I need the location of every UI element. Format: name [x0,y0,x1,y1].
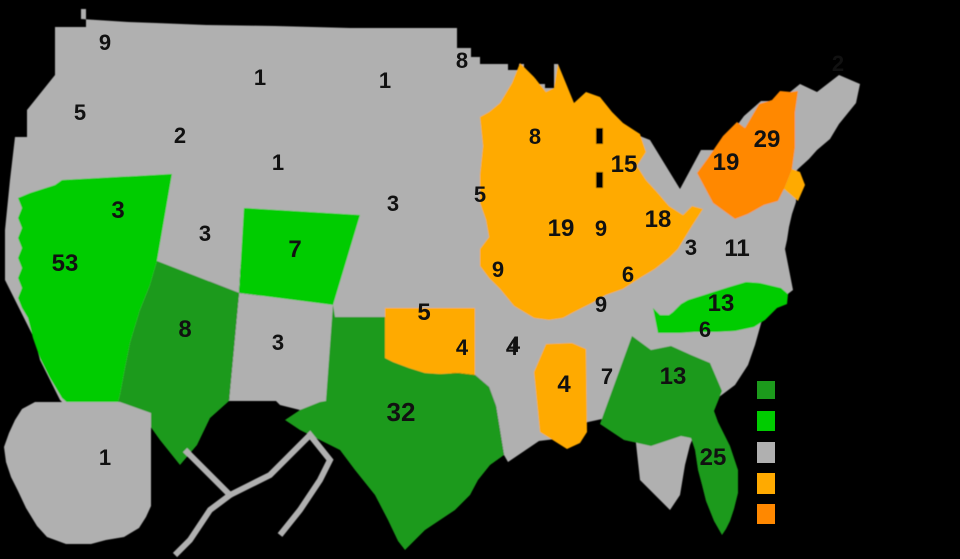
svg-text:29: 29 [754,126,781,153]
svg-text:7: 7 [288,236,301,263]
svg-text:1: 1 [254,65,266,90]
svg-text:2: 2 [174,123,186,148]
svg-text:1: 1 [99,445,111,470]
svg-text:25: 25 [700,444,727,471]
svg-text:32: 32 [387,397,416,427]
svg-text:19: 19 [548,215,575,242]
svg-text:9: 9 [595,216,607,241]
svg-text:13: 13 [708,290,735,317]
svg-text:5: 5 [474,182,486,207]
svg-text:8: 8 [456,48,468,73]
svg-text:1: 1 [379,68,391,93]
svg-text:5: 5 [417,299,430,326]
svg-text:9: 9 [99,30,111,55]
svg-text:7: 7 [601,364,613,389]
svg-text:5: 5 [74,100,86,125]
svg-text:8: 8 [529,124,541,149]
svg-text:3: 3 [111,197,124,224]
svg-text:15: 15 [611,151,638,178]
svg-text:18: 18 [645,206,672,233]
svg-text:9: 9 [595,292,607,317]
svg-text:4: 4 [508,332,521,357]
svg-text:3: 3 [685,235,697,260]
svg-text:2: 2 [832,51,844,76]
svg-text:3: 3 [387,191,399,216]
svg-text:3: 3 [272,330,284,355]
svg-text:4: 4 [456,335,469,360]
svg-text:19: 19 [713,149,740,176]
svg-text:6: 6 [622,262,634,287]
svg-text:9: 9 [492,257,504,282]
svg-text:8: 8 [178,316,191,343]
svg-text:3: 3 [199,221,211,246]
svg-text:13: 13 [660,363,687,390]
svg-text:6: 6 [699,317,711,342]
svg-text:4: 4 [557,371,571,398]
svg-text:1: 1 [272,150,284,175]
svg-text:11: 11 [724,235,749,262]
svg-text:53: 53 [52,250,79,277]
